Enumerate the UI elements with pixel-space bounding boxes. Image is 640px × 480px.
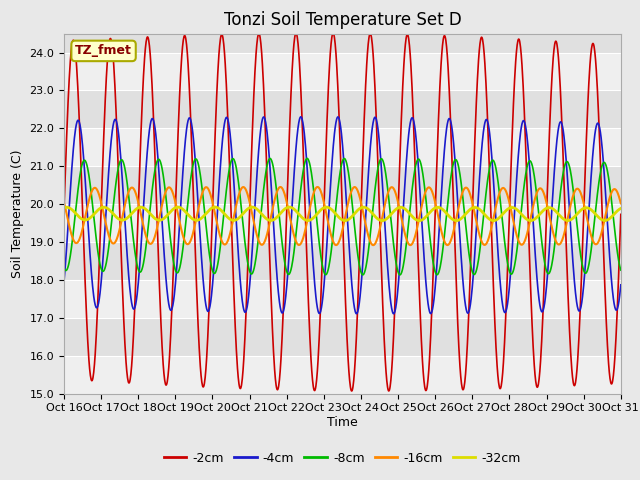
-8cm <box>303 156 311 161</box>
-32cm <box>60 205 68 211</box>
-8cm <box>103 255 111 261</box>
Line: -2cm: -2cm <box>64 33 621 391</box>
-2cm <box>378 260 385 266</box>
-32cm <box>415 218 423 224</box>
-8cm <box>60 265 68 271</box>
-16cm <box>60 199 68 205</box>
Line: -32cm: -32cm <box>64 207 621 221</box>
-2cm <box>292 30 300 36</box>
-32cm <box>248 204 256 210</box>
-32cm <box>617 205 625 211</box>
-4cm <box>296 114 304 120</box>
Legend: -2cm, -4cm, -8cm, -16cm, -32cm: -2cm, -4cm, -8cm, -16cm, -32cm <box>159 447 526 469</box>
Line: -8cm: -8cm <box>64 158 621 275</box>
-4cm <box>126 285 134 290</box>
-8cm <box>318 262 326 267</box>
-4cm <box>308 245 316 251</box>
X-axis label: Time: Time <box>327 416 358 429</box>
-2cm <box>60 207 68 213</box>
-4cm <box>318 300 326 306</box>
-32cm <box>126 213 134 218</box>
-2cm <box>126 379 134 384</box>
Text: TZ_fmet: TZ_fmet <box>75 44 132 58</box>
-16cm <box>126 187 134 192</box>
-8cm <box>308 175 316 181</box>
-4cm <box>617 282 625 288</box>
Bar <box>64 52 621 90</box>
Bar <box>64 280 621 318</box>
-2cm <box>297 82 305 88</box>
-2cm <box>318 259 326 265</box>
-16cm <box>103 226 111 232</box>
-8cm <box>378 156 385 162</box>
-2cm <box>385 388 392 394</box>
-16cm <box>308 197 316 203</box>
-32cm <box>318 206 326 212</box>
Line: -16cm: -16cm <box>64 187 621 245</box>
-16cm <box>617 201 625 206</box>
-32cm <box>378 217 385 223</box>
-16cm <box>296 241 304 247</box>
-4cm <box>378 163 385 169</box>
-4cm <box>297 114 305 120</box>
Line: -4cm: -4cm <box>64 117 621 314</box>
-16cm <box>378 217 385 223</box>
-16cm <box>318 192 326 198</box>
-8cm <box>126 203 134 208</box>
-16cm <box>369 242 377 248</box>
Y-axis label: Soil Temperature (C): Soil Temperature (C) <box>11 149 24 278</box>
Bar <box>64 204 621 242</box>
Bar <box>64 356 621 394</box>
-2cm <box>308 373 316 379</box>
Bar <box>64 128 621 166</box>
-4cm <box>103 193 111 199</box>
-8cm <box>396 272 404 278</box>
-2cm <box>103 62 111 68</box>
-4cm <box>60 278 68 284</box>
-4cm <box>390 311 397 317</box>
Title: Tonzi Soil Temperature Set D: Tonzi Soil Temperature Set D <box>223 11 461 29</box>
-16cm <box>314 184 321 190</box>
-32cm <box>103 205 111 211</box>
-2cm <box>617 212 625 217</box>
-8cm <box>296 191 304 196</box>
-32cm <box>297 213 305 219</box>
-8cm <box>617 267 625 273</box>
-32cm <box>308 216 316 222</box>
